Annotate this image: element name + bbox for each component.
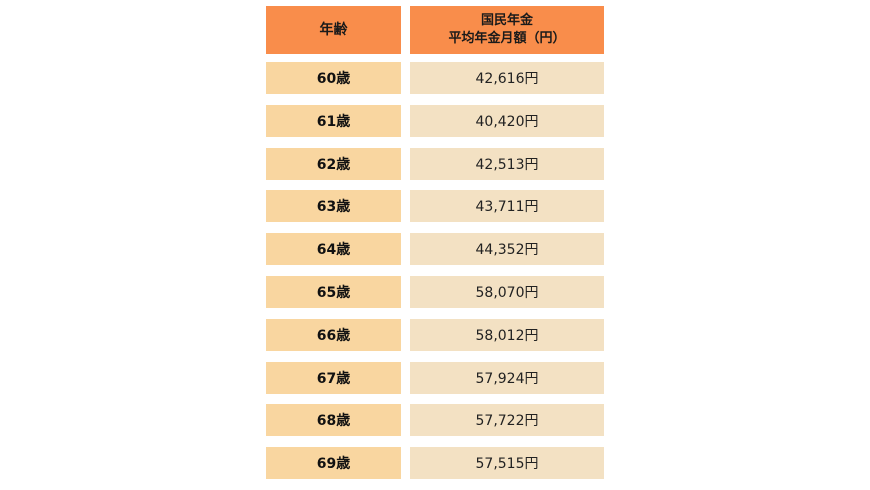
table-row: 67歳 57,924円 — [266, 361, 604, 394]
header-amount-line2: 平均年金月額（円） — [448, 31, 566, 46]
table-row: 68歳 57,722円 — [266, 404, 604, 437]
amount-cell: 42,513円 — [410, 147, 604, 180]
header-amount: 国民年金 平均年金月額（円） — [410, 6, 604, 54]
table-row: 63歳 43,711円 — [266, 190, 604, 223]
table-row: 69歳 57,515円 — [266, 447, 604, 480]
amount-cell: 57,515円 — [410, 447, 604, 480]
amount-cell: 57,722円 — [410, 404, 604, 437]
amount-cell: 42,616円 — [410, 62, 604, 94]
age-cell: 65歳 — [266, 275, 401, 308]
table-row: 61歳 40,420円 — [266, 104, 604, 137]
amount-cell: 44,352円 — [410, 233, 604, 266]
amount-cell: 58,070円 — [410, 275, 604, 308]
table-row: 60歳 42,616円 — [266, 62, 604, 94]
amount-cell: 57,924円 — [410, 361, 604, 394]
amount-cell: 43,711円 — [410, 190, 604, 223]
table-header: 年齢 国民年金 平均年金月額（円） — [266, 6, 604, 54]
header-age: 年齢 — [266, 6, 401, 54]
age-cell: 69歳 — [266, 447, 401, 480]
age-cell: 64歳 — [266, 233, 401, 266]
amount-cell: 40,420円 — [410, 104, 604, 137]
age-cell: 60歳 — [266, 62, 401, 94]
age-cell: 67歳 — [266, 361, 401, 394]
age-cell: 62歳 — [266, 147, 401, 180]
pension-table: 年齢 国民年金 平均年金月額（円） 60歳 42,616円 61歳 40,420… — [266, 6, 604, 490]
header-amount-line1: 国民年金 — [480, 13, 533, 28]
age-cell: 68歳 — [266, 404, 401, 437]
age-cell: 61歳 — [266, 104, 401, 137]
amount-cell: 58,012円 — [410, 318, 604, 351]
table-row: 65歳 58,070円 — [266, 275, 604, 308]
table-row: 62歳 42,513円 — [266, 147, 604, 180]
table-row: 64歳 44,352円 — [266, 233, 604, 266]
age-cell: 63歳 — [266, 190, 401, 223]
age-cell: 66歳 — [266, 318, 401, 351]
table-row: 66歳 58,012円 — [266, 318, 604, 351]
